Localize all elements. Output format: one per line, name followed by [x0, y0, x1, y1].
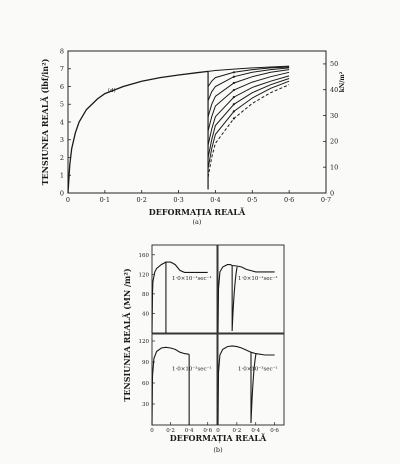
x-tick-label: 0·6	[270, 428, 279, 434]
chart-a-series-line-0	[67, 70, 209, 194]
y-tick-label: 5	[60, 101, 64, 109]
y-tick-label: 7	[60, 65, 64, 73]
y-tick-label: 160	[139, 253, 150, 259]
y2-tick-label: 20	[330, 138, 338, 146]
chart-a-y2-ticks: 0 10 20 30 40 50	[323, 60, 338, 197]
x-tick-label: 0·1	[100, 196, 110, 204]
chart-a-series-line-9	[207, 84, 290, 178]
chart-a-series-line-3	[207, 67, 290, 101]
y-tick-label: 6	[60, 83, 64, 91]
y-tick-label: 60	[142, 381, 149, 387]
y-tick-label: 3	[60, 136, 64, 144]
chart-a-series-line-1	[208, 65, 290, 72]
y-tick-label: 1	[60, 172, 64, 180]
y-tick-label: 30	[142, 402, 149, 408]
chart-a-point-3	[232, 75, 235, 78]
chart-a-point-2	[232, 71, 235, 74]
y-tick-label: 120	[139, 273, 150, 279]
chart-a-series-line-8	[207, 80, 290, 169]
x-tick-label: 0·4	[251, 428, 260, 434]
y-tick-label: 8	[60, 47, 64, 55]
chart-a-point-5	[232, 88, 235, 92]
chart-b-curve	[151, 346, 190, 426]
x-tick-label: 0	[216, 428, 220, 434]
chart-b-curve	[217, 264, 275, 334]
y-tick-label: 80	[142, 292, 149, 298]
chart-b-panel-frame	[151, 244, 218, 334]
y2-tick-label: 0	[330, 189, 334, 197]
y-tick-label: 4	[60, 118, 64, 126]
x-tick-label: 0	[66, 196, 70, 204]
x-tick-label: 0·5	[247, 196, 257, 204]
chart-b-caption: (b)	[213, 446, 223, 454]
x-tick-label: 0·2	[232, 428, 241, 434]
y-tick-label: 0	[60, 189, 64, 197]
y-tick-label: 40	[142, 312, 149, 318]
chart-a-x-axis-label: DEFORMAȚIA REALĂ	[149, 207, 246, 217]
x-tick-label: 0·3	[173, 196, 183, 204]
chart-b-reload-line	[250, 352, 257, 424]
chart-a-y-axis-label: TENSIUNEA REALĂ (lbf/in²)	[40, 58, 50, 185]
chart-a-series-line-5	[207, 71, 290, 132]
y-tick-label: 120	[139, 339, 150, 345]
y2-tick-label: 30	[330, 112, 338, 120]
chart-b-rate-label: 1·0×10⁻³sec⁻¹	[238, 365, 278, 372]
chart-a-point-9	[232, 117, 235, 120]
chart-b-panel-frame	[217, 244, 285, 334]
chart-a-point-7	[232, 103, 235, 106]
x-tick-label: 0·4	[210, 196, 220, 204]
x-tick-label: 0·7	[321, 196, 331, 204]
y2-tick-label: 10	[330, 163, 338, 171]
chart-a-point-8	[232, 110, 235, 113]
y2-tick-label: 40	[330, 86, 338, 94]
y-tick-label: 90	[142, 360, 149, 366]
chart-b-panel-0: 40 80 120 160 1·0×10⁻¹sec⁻¹	[139, 244, 218, 334]
chart-b-panel-3: 0 0·2 0·4 0·6 1·0×10⁻³sec⁻¹	[216, 333, 285, 434]
x-tick-label: 0·2	[137, 196, 147, 204]
chart-a-point-4	[232, 81, 235, 85]
chart-b-rate-label: 1·0×10⁻³sec⁻¹	[172, 365, 212, 372]
chart-a: 0 0·1 0·2 0·3 0·4 0·5 0·6 0·7 0 1 2 3 4 5 6 7 8 0 10 20 30…	[40, 47, 346, 226]
y2-tick-label: 50	[330, 60, 338, 68]
x-tick-label: 0·6	[284, 196, 294, 204]
y-tick-label: 2	[60, 154, 64, 162]
x-tick-label: 0·2	[166, 428, 175, 434]
chart-a-y2-axis-label: kN/m²	[339, 71, 346, 92]
chart-a-annotation: (d)	[108, 87, 116, 94]
chart-b-curve	[217, 345, 275, 426]
x-tick-label: 0	[150, 428, 154, 434]
chart-b-reload-line	[231, 265, 238, 332]
chart-a-caption: (a)	[193, 218, 202, 226]
chart-b-x-axis-label: DEFORMAȚIA REALĂ	[170, 433, 267, 443]
x-tick-label: 0·6	[203, 428, 212, 434]
chart-a-point-6	[232, 96, 235, 99]
chart-b-panel-1: 1·0×10⁻¹sec⁻¹	[217, 244, 285, 334]
chart-a-x-ticks: 0 0·1 0·2 0·3 0·4 0·5 0·6 0·7	[66, 190, 331, 204]
chart-a-series	[67, 65, 290, 194]
chart-b-panel-2: 30 60 90 120 0 0·2 0·4 0·6 1·0×10⁻³sec⁻¹	[139, 333, 218, 434]
x-tick-label: 0·4	[185, 428, 194, 434]
chart-b-y-axis-label: TENSIUNEA REALĂ (MN /m²)	[122, 268, 132, 401]
chart-b-rate-label: 1·0×10⁻¹sec⁻¹	[172, 275, 212, 282]
chart-b-rate-label: 1·0×10⁻¹sec⁻¹	[238, 275, 278, 282]
chart-b: 40 80 120 160 1·0×10⁻¹sec⁻¹ 1·0×10⁻¹sec⁻¹ 30 60…	[122, 244, 285, 454]
chart-b-curve	[151, 261, 208, 334]
chart-b-panels: 40 80 120 160 1·0×10⁻¹sec⁻¹ 1·0×10⁻¹sec⁻¹ 30 60…	[139, 244, 285, 434]
